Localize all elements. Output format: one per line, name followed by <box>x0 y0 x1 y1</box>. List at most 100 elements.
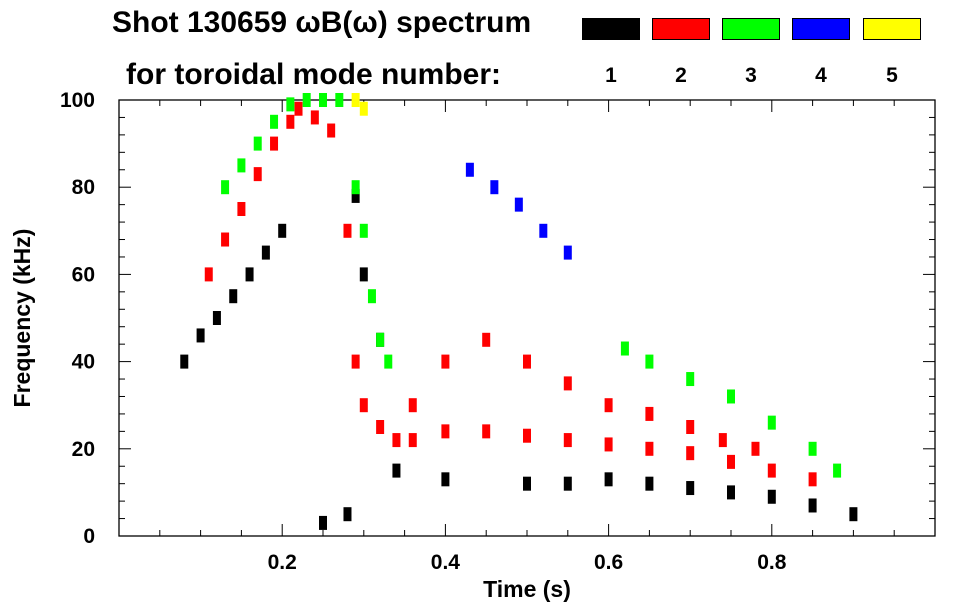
y-tick-label: 0 <box>83 525 95 548</box>
data-point-n3 <box>808 441 817 456</box>
data-point-n3 <box>384 354 393 369</box>
data-point-n1 <box>849 507 858 522</box>
axis-ticks <box>119 99 935 537</box>
x-axis-label: Time (s) <box>483 576 571 602</box>
data-point-n2 <box>408 433 417 448</box>
data-point-n1 <box>767 489 776 504</box>
data-point-n1 <box>604 472 613 487</box>
data-point-n2 <box>563 433 572 448</box>
data-point-n1 <box>229 289 238 304</box>
x-tick-label: 0.2 <box>268 551 297 574</box>
x-tick-label: 0.8 <box>757 551 787 574</box>
data-point-n4 <box>490 180 499 195</box>
legend-swatch-2 <box>652 18 710 40</box>
data-point-n1 <box>808 498 817 513</box>
y-tick-label: 40 <box>72 351 95 374</box>
data-point-n4 <box>514 197 523 212</box>
data-point-n2 <box>563 376 572 391</box>
data-point-n5 <box>351 93 360 107</box>
data-point-n3 <box>351 180 360 195</box>
data-point-n3 <box>833 463 842 478</box>
data-point-n3 <box>270 114 279 129</box>
data-point-n2 <box>286 114 295 129</box>
data-point-n3 <box>359 223 368 238</box>
legend-caption: for toroidal mode number: <box>126 58 501 91</box>
data-point-n3 <box>686 372 695 387</box>
data-point-n3 <box>376 332 385 347</box>
x-tick-label: 0.4 <box>431 551 461 574</box>
data-point-n5 <box>359 101 368 116</box>
data-point-n2 <box>408 398 417 413</box>
chart-title: Shot 130659 ωB(ω) spectrum <box>112 6 532 39</box>
legend-swatch-4 <box>792 18 850 40</box>
data-point-n1 <box>196 328 205 343</box>
data-point-n3 <box>727 389 735 404</box>
data-point-n2 <box>376 420 385 434</box>
data-point-n1 <box>523 476 531 491</box>
legend-swatch-1 <box>582 18 640 40</box>
data-point-n3 <box>645 354 654 369</box>
data-point-n2 <box>294 101 303 116</box>
data-point-n2 <box>351 354 360 369</box>
data-point-n2 <box>686 446 695 461</box>
legend-swatch-5 <box>863 18 921 40</box>
data-point-n1 <box>212 311 221 325</box>
data-point-n2 <box>253 167 262 182</box>
data-point-n1 <box>351 188 360 203</box>
legend-label-5: 5 <box>886 64 898 87</box>
data-point-n2 <box>392 433 401 448</box>
data-point-n2 <box>237 202 246 216</box>
data-point-n4 <box>563 245 572 260</box>
data-point-n1 <box>359 267 368 282</box>
data-point-n2 <box>751 441 760 456</box>
data-point-n4 <box>539 223 548 238</box>
data-point-n2 <box>441 354 450 369</box>
y-tick-label: 100 <box>60 89 95 112</box>
data-point-n2 <box>204 267 213 282</box>
data-point-n3 <box>319 93 327 107</box>
data-point-n1 <box>343 507 352 522</box>
y-tick-label: 60 <box>72 263 95 286</box>
data-point-n3 <box>302 93 311 107</box>
data-point-n1 <box>645 476 654 491</box>
data-point-n2 <box>645 406 654 421</box>
data-point-n1 <box>261 245 270 260</box>
data-point-n2 <box>604 437 613 452</box>
data-point-n1 <box>441 472 450 487</box>
data-point-n2 <box>310 110 319 125</box>
data-point-n1 <box>180 354 189 369</box>
data-point-n3 <box>335 93 344 107</box>
data-point-n4 <box>465 162 474 177</box>
legend-label-4: 4 <box>815 64 827 87</box>
data-point-n3 <box>367 289 376 304</box>
data-point-n2 <box>808 472 817 487</box>
data-point-n3 <box>253 136 262 151</box>
data-point-n1 <box>278 223 287 238</box>
legend-label-1: 1 <box>605 64 617 87</box>
data-point-n3 <box>286 97 295 112</box>
data-point-n3 <box>237 158 246 173</box>
data-point-n2 <box>359 398 368 413</box>
data-point-n2 <box>441 424 450 439</box>
y-axis-label: Frequency (kHz) <box>9 229 35 408</box>
y-tick-label: 20 <box>72 438 95 461</box>
data-point-n1 <box>563 476 572 491</box>
data-point-n1 <box>392 463 401 478</box>
legend-swatch-3 <box>722 18 780 40</box>
data-point-n1 <box>245 267 254 282</box>
data-point-n2 <box>718 433 727 448</box>
data-point-n2 <box>645 441 654 456</box>
data-point-n1 <box>686 481 695 496</box>
legend-label-2: 2 <box>675 64 687 87</box>
tick-labels: 0.2 0.4 0.6 0.8 0 20 40 60 80 100 <box>60 89 787 574</box>
x-tick-label: 0.6 <box>594 551 623 574</box>
data-point-n2 <box>523 354 531 369</box>
y-tick-label: 80 <box>72 176 95 199</box>
data-point-n2 <box>221 232 230 247</box>
data-point-n2 <box>482 424 491 439</box>
data-point-n2 <box>343 223 352 238</box>
data-point-n3 <box>221 180 230 195</box>
data-point-n2 <box>270 136 279 151</box>
data-marks <box>180 93 858 530</box>
